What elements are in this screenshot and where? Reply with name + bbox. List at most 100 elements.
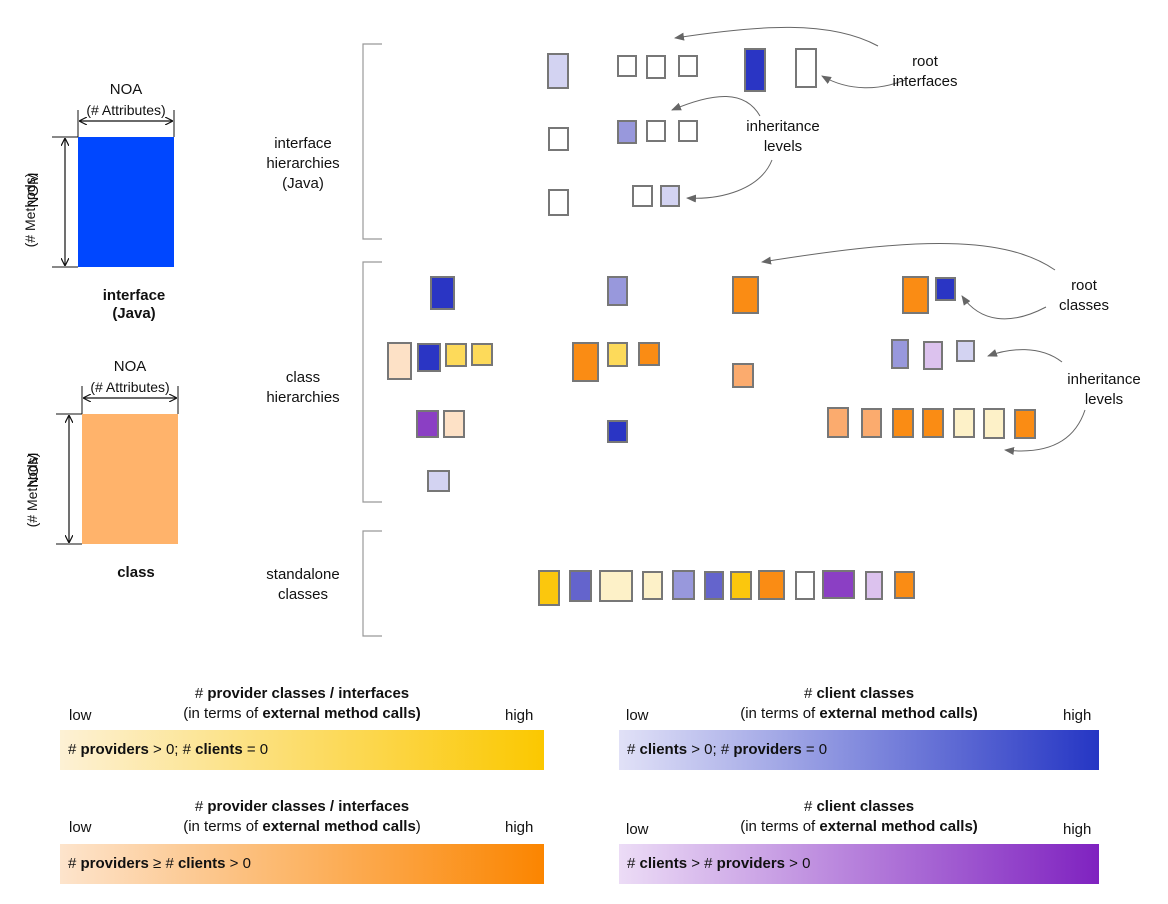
legend-caption-sub: (in terms of external method calls) <box>740 705 978 722</box>
legend-gradient-bar: # clients > # providers > 0 <box>619 844 1099 884</box>
root-classes-arrow-2 <box>961 295 1047 320</box>
class-box <box>572 342 599 382</box>
legend-high-label: high <box>505 819 534 836</box>
class-glyph <box>56 386 179 545</box>
root-interfaces-label-line2: interfaces <box>892 73 958 90</box>
class-box <box>923 341 943 370</box>
class-hierarchies-label-line2: hierarchies <box>266 389 340 406</box>
interface-hierarchy-boxes <box>547 48 817 216</box>
interface-hierarchies-label-line2: hierarchies <box>266 155 340 172</box>
inheritance-levels-label-1-line1: inheritance <box>746 118 820 135</box>
inheritance-levels-arrow-1 <box>671 95 761 117</box>
legend-low-label: low <box>69 707 92 724</box>
interface-box <box>646 120 666 142</box>
standalone-class-boxes <box>538 570 915 606</box>
inheritance-levels-arrow-3 <box>987 349 1063 363</box>
standalone-box <box>538 570 560 606</box>
root-classes-arrow-1 <box>761 243 1056 271</box>
interface-box <box>660 185 680 207</box>
class-box <box>607 276 628 306</box>
class-box <box>427 470 450 492</box>
standalone-box <box>569 570 592 602</box>
class-box <box>732 276 759 314</box>
standalone-box <box>758 570 785 600</box>
interface-glyph-rect <box>78 137 174 267</box>
class-box <box>922 408 944 438</box>
class-box <box>416 410 439 438</box>
root-interfaces-arrow-2 <box>821 75 906 89</box>
class-glyph-caption: class <box>117 564 155 581</box>
class-box <box>387 342 412 380</box>
class-noa-sub-label: (# Attributes) <box>90 379 170 395</box>
class-box <box>902 276 929 314</box>
interface-box <box>632 185 653 207</box>
legend-caption-sub: (in terms of external method calls) <box>740 818 978 835</box>
standalone-box <box>865 571 883 600</box>
inheritance-levels-label-2-line2: levels <box>1084 391 1124 408</box>
legend-gradient-bar: # providers ≥ # clients > 0 <box>60 844 544 884</box>
standalone-box <box>672 570 695 600</box>
standalone-box <box>704 571 724 600</box>
standalone-box <box>894 571 915 599</box>
class-hierarchies-bracket <box>362 261 382 503</box>
class-box <box>983 408 1005 439</box>
standalone-classes-label-line2: classes <box>277 586 329 603</box>
standalone-classes-label-line1: standalone <box>266 566 340 583</box>
standalone-classes-bracket <box>362 530 382 637</box>
interface-box <box>646 55 666 79</box>
class-box <box>891 339 909 369</box>
interface-box <box>548 189 569 216</box>
legend-high-label: high <box>505 707 534 724</box>
legend-low-label: low <box>69 819 92 836</box>
root-interfaces-label-line1: root <box>912 53 938 70</box>
legend-caption-sub: (in terms of external method calls) <box>183 705 421 722</box>
interface-noa-label: NOA <box>109 81 143 98</box>
interface-box <box>617 120 637 144</box>
annotation-arrows <box>671 26 1086 455</box>
inheritance-levels-arrow-4 <box>1004 409 1086 455</box>
class-box <box>861 408 882 438</box>
legend-caption: # client classes <box>803 798 915 815</box>
interface-glyph-caption-sub: (Java) <box>112 305 156 322</box>
interface-hierarchies-label-line3: (Java) <box>282 175 324 192</box>
standalone-box <box>795 571 815 600</box>
root-classes-label-line2: classes <box>1058 297 1110 314</box>
interface-glyph <box>52 110 175 268</box>
class-box <box>445 343 467 367</box>
class-box <box>443 410 465 438</box>
legend-low-label: low <box>626 707 649 724</box>
class-box <box>935 277 956 301</box>
interface-box <box>795 48 817 88</box>
class-box <box>827 407 849 438</box>
legend-caption: # client classes <box>803 685 915 702</box>
legend-low-label: low <box>626 821 649 838</box>
interface-box <box>678 120 698 142</box>
standalone-box <box>599 570 633 602</box>
legend-high-label: high <box>1063 707 1092 724</box>
class-box <box>607 342 628 367</box>
inheritance-levels-label-2-line1: inheritance <box>1067 371 1141 388</box>
class-box <box>1014 409 1036 439</box>
root-interfaces-arrow-1 <box>674 26 879 47</box>
class-glyph-rect <box>82 414 178 544</box>
root-classes-label-line1: root <box>1071 277 1097 294</box>
standalone-box <box>642 571 663 600</box>
interface-box <box>678 55 698 77</box>
interface-hierarchies-bracket <box>362 43 382 240</box>
class-box <box>892 408 914 438</box>
inheritance-levels-label-1-line2: levels <box>763 138 803 155</box>
class-hierarchies-label-line1: class <box>285 369 321 386</box>
standalone-box <box>730 571 752 600</box>
legend-gradient-bar: # clients > 0; # providers = 0 <box>619 730 1099 770</box>
interface-box <box>547 53 569 89</box>
interface-nom-sub-label: (# Methods) <box>22 172 38 248</box>
class-box <box>732 363 754 388</box>
interface-box <box>744 48 766 92</box>
class-nom-sub-label: (# Methods) <box>24 452 40 528</box>
class-hierarchy-boxes <box>387 276 1036 492</box>
interface-box <box>548 127 569 151</box>
class-box <box>607 420 628 443</box>
class-noa-label: NOA <box>113 358 147 375</box>
class-box <box>430 276 455 310</box>
